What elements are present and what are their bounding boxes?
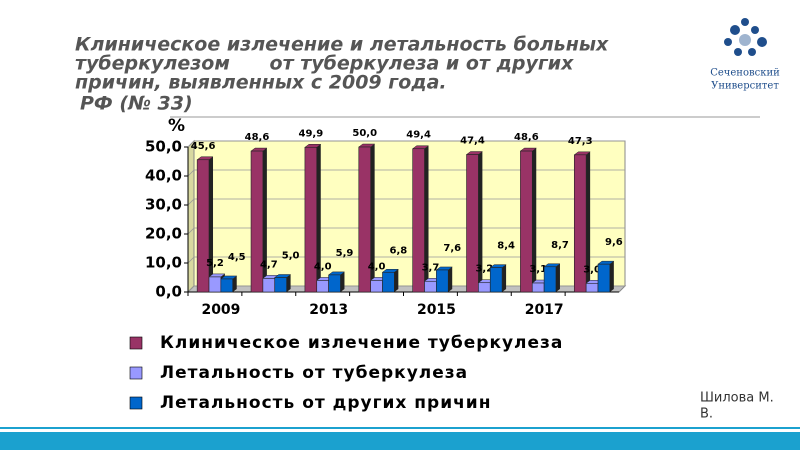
bar	[208, 276, 222, 293]
bar	[436, 269, 449, 293]
bar-side	[394, 269, 399, 292]
bar	[573, 154, 587, 293]
value-label: 9,6	[605, 237, 623, 248]
logo-text: Университет	[711, 81, 779, 92]
bar	[543, 266, 557, 293]
y-tick-label: 30,0	[145, 196, 182, 214]
bar	[274, 277, 287, 293]
value-label: 7,6	[443, 243, 461, 254]
bar-side	[555, 263, 560, 292]
value-label: 3,7	[422, 262, 440, 273]
logo-text: Сеченовский	[710, 68, 780, 79]
bar	[531, 282, 545, 293]
bar	[412, 148, 425, 293]
plot-side	[187, 139, 195, 294]
bar	[358, 146, 371, 293]
value-label: 5,0	[282, 251, 300, 262]
bar-side	[586, 151, 591, 292]
y-tick-label: 20,0	[145, 225, 182, 243]
value-label: 45,6	[191, 141, 216, 152]
legend-swatch	[129, 396, 143, 410]
legend-swatch	[129, 336, 143, 350]
bar-side	[316, 144, 321, 292]
bar	[478, 282, 491, 293]
value-label: 8,4	[497, 241, 515, 252]
bar	[196, 159, 210, 293]
footer-bar	[0, 432, 800, 450]
value-label: 3,2	[475, 264, 493, 275]
author: Шилова М.	[700, 391, 774, 406]
chart-title: Клиническое излечение и летальность боль…	[75, 34, 609, 56]
value-label: 3,0	[583, 264, 601, 275]
bar	[382, 271, 395, 293]
bar-side	[609, 261, 614, 292]
legend-label: Летальность от других причин	[160, 393, 491, 413]
chart-title: туберкулезом от туберкулеза и от других	[75, 53, 574, 75]
value-label: 47,3	[568, 136, 593, 147]
y-tick-label: 0,0	[155, 283, 182, 301]
y-tick-label: 50,0	[145, 138, 182, 156]
value-label: 8,7	[551, 240, 569, 251]
value-label: 4,0	[368, 261, 386, 272]
bar	[424, 280, 437, 293]
bar	[370, 280, 383, 293]
legend-label: Летальность от туберкулеза	[160, 363, 468, 383]
value-label: 3,1	[529, 264, 547, 275]
y-tick-label: 10,0	[145, 254, 182, 272]
value-label: 4,5	[228, 252, 246, 263]
bar	[585, 282, 599, 293]
chart-title: причин, выявленных с 2009 года.	[75, 72, 447, 94]
bar	[489, 267, 503, 293]
x-tick-label: 2015	[417, 302, 456, 318]
bar-side	[286, 274, 291, 292]
bar	[304, 146, 318, 293]
value-label: 4,0	[314, 261, 332, 272]
bar-side	[262, 148, 267, 292]
bar-side	[502, 264, 507, 292]
value-label: 48,6	[514, 132, 539, 143]
y-unit: %	[168, 116, 185, 136]
bar-side	[478, 151, 483, 292]
author: В.	[700, 407, 713, 422]
bar	[220, 278, 234, 293]
bar-side	[232, 275, 237, 292]
x-tick-label: 2017	[525, 302, 564, 318]
bar-side	[209, 156, 214, 292]
value-label: 47,4	[460, 136, 485, 147]
value-label: 5,9	[336, 248, 354, 259]
bar-side	[370, 144, 375, 292]
bar-side	[340, 271, 345, 292]
bar-side	[448, 266, 453, 292]
bar	[316, 280, 329, 293]
chart: 0,0 10,0 20,0 30,0 40,0 50,0 2009 45,6 5,2 4,5 48,…	[129, 128, 627, 413]
value-label: 49,9	[298, 128, 323, 139]
value-label: 6,8	[390, 245, 408, 256]
bar-side	[424, 145, 429, 292]
x-tick-label: 2013	[309, 302, 348, 318]
value-label: 4,7	[260, 259, 278, 270]
logo: Сеченовский Университет	[710, 18, 780, 92]
chart-title: РФ (№ 33)	[80, 93, 193, 115]
grid-line	[187, 140, 625, 148]
value-label: 49,4	[406, 130, 431, 141]
bar	[597, 263, 611, 293]
bar	[250, 150, 264, 293]
legend-swatch	[129, 366, 143, 380]
y-tick-label: 40,0	[145, 167, 182, 185]
value-label: 5,2	[206, 258, 224, 269]
bar	[520, 150, 533, 293]
value-label: 50,0	[352, 128, 377, 139]
value-label: 48,6	[245, 132, 270, 143]
bar	[328, 274, 341, 293]
x-tick-label: 2009	[201, 302, 240, 318]
bar-side	[532, 148, 537, 292]
legend-label: Клиническое излечение туберкулеза	[160, 333, 563, 353]
bar	[262, 278, 276, 293]
bar	[466, 154, 479, 293]
